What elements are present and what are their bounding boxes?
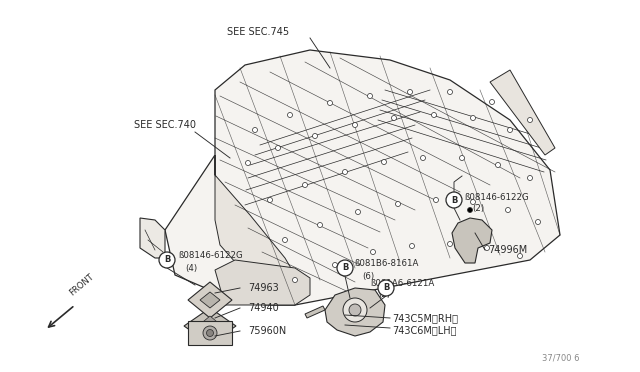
Circle shape xyxy=(333,263,337,267)
Text: ß081A6-6121A: ß081A6-6121A xyxy=(370,279,435,288)
Polygon shape xyxy=(490,70,555,155)
Circle shape xyxy=(536,219,541,224)
Circle shape xyxy=(246,160,250,166)
Circle shape xyxy=(337,260,353,276)
Circle shape xyxy=(355,209,360,215)
Polygon shape xyxy=(165,50,560,305)
Circle shape xyxy=(447,90,452,94)
Circle shape xyxy=(253,128,257,132)
Circle shape xyxy=(367,93,372,99)
Text: 74963: 74963 xyxy=(248,283,279,293)
Circle shape xyxy=(381,160,387,164)
Text: B: B xyxy=(451,196,457,205)
Circle shape xyxy=(506,208,511,212)
Circle shape xyxy=(303,183,307,187)
Text: ß08146-6122G: ß08146-6122G xyxy=(464,192,529,202)
Circle shape xyxy=(342,170,348,174)
Circle shape xyxy=(446,192,462,208)
Circle shape xyxy=(317,222,323,228)
Circle shape xyxy=(470,199,476,205)
Text: SEE SEC.740: SEE SEC.740 xyxy=(134,120,196,130)
Circle shape xyxy=(447,241,452,247)
Text: 37/700 6: 37/700 6 xyxy=(543,353,580,362)
Circle shape xyxy=(312,134,317,138)
Circle shape xyxy=(159,252,175,268)
Text: 75960N: 75960N xyxy=(248,326,286,336)
Circle shape xyxy=(490,99,495,105)
Circle shape xyxy=(527,118,532,122)
Polygon shape xyxy=(184,308,236,344)
Circle shape xyxy=(287,112,292,118)
Circle shape xyxy=(292,278,298,282)
Polygon shape xyxy=(198,316,222,336)
Circle shape xyxy=(378,280,394,296)
Circle shape xyxy=(431,112,436,118)
Circle shape xyxy=(371,250,376,254)
Polygon shape xyxy=(325,288,385,336)
Polygon shape xyxy=(452,218,492,263)
Text: FRONT: FRONT xyxy=(68,273,96,298)
Circle shape xyxy=(433,198,438,202)
Circle shape xyxy=(518,253,522,259)
Circle shape xyxy=(527,176,532,180)
Polygon shape xyxy=(188,321,232,345)
Circle shape xyxy=(275,145,280,151)
Text: B: B xyxy=(164,256,170,264)
Text: (6): (6) xyxy=(362,272,374,280)
Text: (4): (4) xyxy=(185,263,197,273)
Text: ß081B6-8161A: ß081B6-8161A xyxy=(354,260,419,269)
Text: SEE SEC.745: SEE SEC.745 xyxy=(227,27,289,37)
Text: 74996M: 74996M xyxy=(488,245,527,255)
Text: 74940: 74940 xyxy=(248,303,279,313)
Circle shape xyxy=(410,244,415,248)
Circle shape xyxy=(420,155,426,160)
Text: B: B xyxy=(383,283,389,292)
Circle shape xyxy=(467,208,472,212)
Text: 743C5M〈RH〉: 743C5M〈RH〉 xyxy=(392,313,458,323)
Circle shape xyxy=(282,237,287,243)
Polygon shape xyxy=(305,306,325,318)
Circle shape xyxy=(353,122,358,128)
Polygon shape xyxy=(140,218,165,258)
Circle shape xyxy=(408,90,413,94)
Circle shape xyxy=(203,326,217,340)
Circle shape xyxy=(484,246,490,250)
Text: (2): (2) xyxy=(472,203,484,212)
Circle shape xyxy=(392,115,397,121)
Circle shape xyxy=(343,298,367,322)
Circle shape xyxy=(207,330,214,337)
Circle shape xyxy=(396,202,401,206)
Circle shape xyxy=(460,155,465,160)
Circle shape xyxy=(328,100,333,106)
Polygon shape xyxy=(188,282,232,318)
Polygon shape xyxy=(200,292,220,308)
Text: 743C6M〈LH〉: 743C6M〈LH〉 xyxy=(392,325,456,335)
Circle shape xyxy=(495,163,500,167)
Text: ß08146-6122G: ß08146-6122G xyxy=(178,251,243,260)
Circle shape xyxy=(470,115,476,121)
Circle shape xyxy=(349,304,361,316)
Text: (2): (2) xyxy=(378,291,390,299)
Circle shape xyxy=(268,198,273,202)
Polygon shape xyxy=(215,260,310,305)
Polygon shape xyxy=(215,155,295,305)
Text: B: B xyxy=(342,263,348,273)
Circle shape xyxy=(508,128,513,132)
